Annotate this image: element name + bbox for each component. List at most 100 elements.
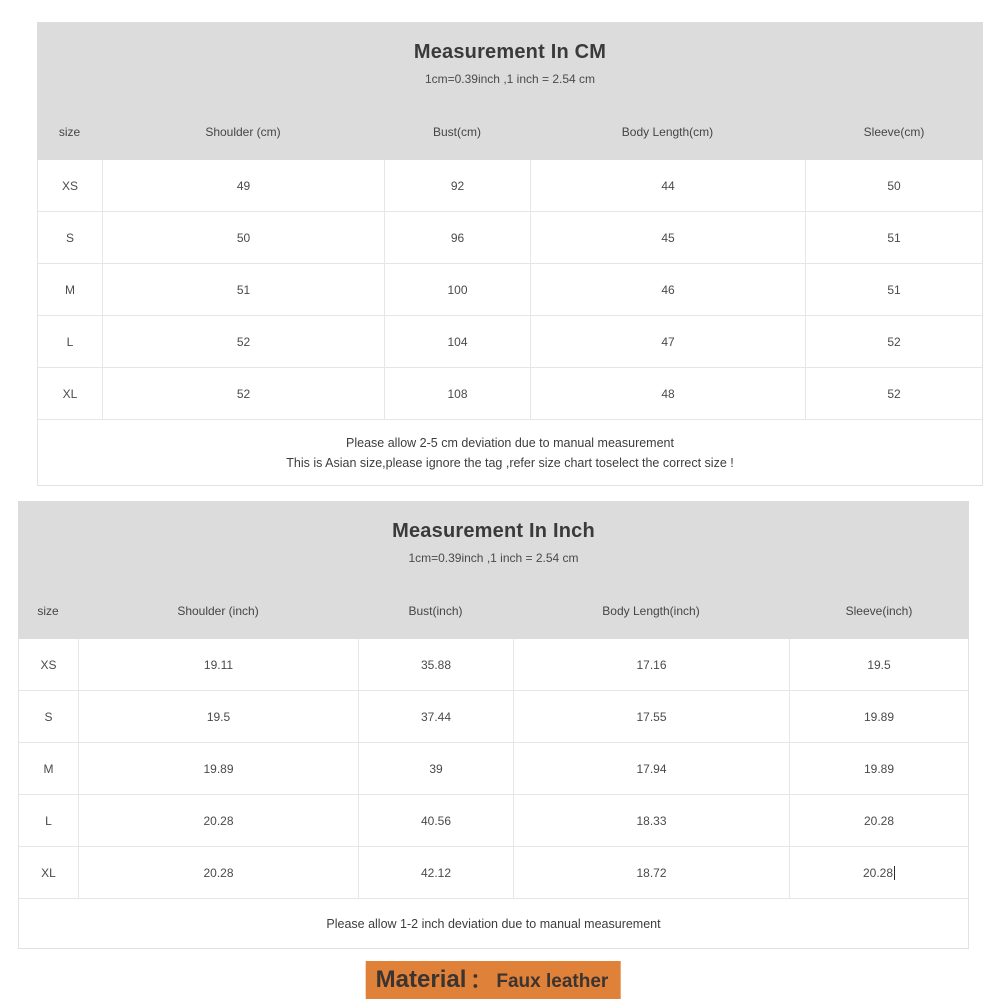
value-cell: 17.94 (514, 743, 790, 794)
value-cell: 104 (385, 316, 531, 367)
table-subtitle: 1cm=0.39inch ,1 inch = 2.54 cm (408, 551, 579, 565)
cell-text: 39 (429, 761, 443, 776)
value-cell: 44 (531, 160, 806, 211)
cell-text: L (66, 334, 74, 349)
table-note: Please allow 1-2 inch deviation due to m… (326, 917, 661, 931)
cell-text: XS (40, 657, 57, 672)
cell-text: 52 (236, 334, 251, 349)
size-cell: L (19, 795, 79, 846)
cell-text: 20.28 (863, 813, 895, 828)
value-cell: 47 (531, 316, 806, 367)
cell-text: 48 (661, 386, 675, 401)
value-cell: 46 (531, 264, 806, 315)
column-header-row: size Shoulder (cm) Bust(cm) Body Length(cm)… (37, 124, 983, 140)
value-cell: 20.28 (79, 847, 359, 898)
cell-text: XL (62, 386, 78, 401)
value-cell: 51 (103, 264, 385, 315)
cell-text: 17.16 (636, 657, 667, 672)
cell-text: 20.28 (862, 865, 894, 880)
value-cell: 19.89 (79, 743, 359, 794)
size-cell: S (19, 691, 79, 742)
size-cell: L (38, 316, 103, 367)
column-header-4: Sleeve(inch) (845, 604, 913, 618)
cell-text: 49 (236, 178, 251, 193)
cell-text: 18.33 (636, 813, 667, 828)
measurement-table-inch: Measurement In Inch 1cm=0.39inch ,1 inch … (18, 501, 969, 949)
value-cell: 19.5 (790, 639, 968, 690)
value-cell: 48 (531, 368, 806, 419)
cell-text: 40.56 (420, 813, 452, 828)
cell-text: 46 (661, 282, 675, 297)
cell-text: 20.28 (203, 813, 234, 828)
cell-text: 44 (661, 178, 675, 193)
material-value: Faux leather (496, 971, 609, 992)
cell-text: 52 (887, 386, 901, 401)
value-cell: 42.12 (359, 847, 514, 898)
cell-text: 45 (661, 230, 675, 245)
value-cell: 18.33 (514, 795, 790, 846)
value-cell: 39 (359, 743, 514, 794)
material-banner: Material： Faux leather (365, 961, 621, 999)
value-cell: 17.16 (514, 639, 790, 690)
size-cell: XL (38, 368, 103, 419)
cell-text: 96 (450, 230, 465, 245)
cell-text: 17.55 (636, 709, 667, 724)
table-row: S 50 96 45 51 (38, 212, 982, 264)
cell-text: 108 (447, 386, 468, 401)
cell-text: S (44, 709, 53, 724)
size-cell: M (38, 264, 103, 315)
value-cell: 52 (103, 368, 385, 419)
cell-text: 50 (887, 178, 901, 193)
column-header-3: Body Length(inch) (602, 604, 700, 618)
table-row: XS 49 92 44 50 (38, 160, 982, 212)
table-title: Measurement In Inch (392, 520, 595, 542)
table-row: L 20.28 40.56 18.33 20.28 (19, 795, 968, 847)
cell-text: 51 (887, 230, 901, 245)
cell-text: 19.5 (206, 709, 231, 724)
value-cell: 19.89 (790, 743, 968, 794)
value-cell: 51 (806, 212, 982, 263)
column-header-0: size (37, 604, 59, 618)
size-cell: XS (19, 639, 79, 690)
column-header-1: Shoulder (inch) (177, 604, 259, 618)
value-cell: 35.88 (359, 639, 514, 690)
cell-text: 92 (450, 178, 465, 193)
column-header-2: Bust(inch) (408, 604, 463, 618)
table-body-inch: XS 19.11 35.88 17.16 19.5 S 19.5 37.44 17.55 19.8… (18, 639, 969, 949)
value-cell: 52 (806, 316, 982, 367)
material-colon: ： (470, 970, 491, 992)
table-header-inch: Measurement In Inch 1cm=0.39inch ,1 inch … (18, 501, 969, 639)
size-cell: XS (38, 160, 103, 211)
table-row: S 19.5 37.44 17.55 19.89 (19, 691, 968, 743)
value-cell: 96 (385, 212, 531, 263)
cell-text: XL (41, 865, 56, 880)
column-header-2: Bust(cm) (433, 125, 481, 139)
cell-text: 19.11 (203, 657, 234, 672)
column-header-4: Sleeve(cm) (863, 125, 925, 139)
table-body-cm: XS 49 92 44 50 S 50 96 45 51 M 51 100 46 51 L 52 104 47 52 X… (37, 160, 983, 486)
cell-text: 35.88 (420, 657, 452, 672)
cell-text: 17.94 (636, 761, 667, 776)
cell-text: 42.12 (420, 865, 452, 880)
material-label: Material (375, 966, 467, 993)
table-subtitle: 1cm=0.39inch ,1 inch = 2.54 cm (424, 72, 596, 86)
cell-text: 19.89 (203, 761, 234, 776)
table-notes: Please allow 1-2 inch deviation due to m… (19, 899, 968, 948)
cell-text: 37.44 (420, 709, 452, 724)
cell-text: XS (61, 178, 78, 193)
table-note: This is Asian size,please ignore the tag… (286, 456, 734, 470)
cell-text: 52 (236, 386, 251, 401)
cell-text: 19.89 (863, 709, 895, 724)
value-cell: 18.72 (514, 847, 790, 898)
cell-text: 100 (447, 282, 468, 297)
cell-text: 52 (887, 334, 901, 349)
table-title: Measurement In CM (413, 41, 607, 63)
table-header-cm: Measurement In CM 1cm=0.39inch ,1 inch = … (37, 22, 983, 160)
cell-text: 51 (236, 282, 251, 297)
value-cell: 51 (806, 264, 982, 315)
value-cell: 92 (385, 160, 531, 211)
cell-text: 19.5 (867, 657, 891, 672)
value-cell: 37.44 (359, 691, 514, 742)
table-row: L 52 104 47 52 (38, 316, 982, 368)
